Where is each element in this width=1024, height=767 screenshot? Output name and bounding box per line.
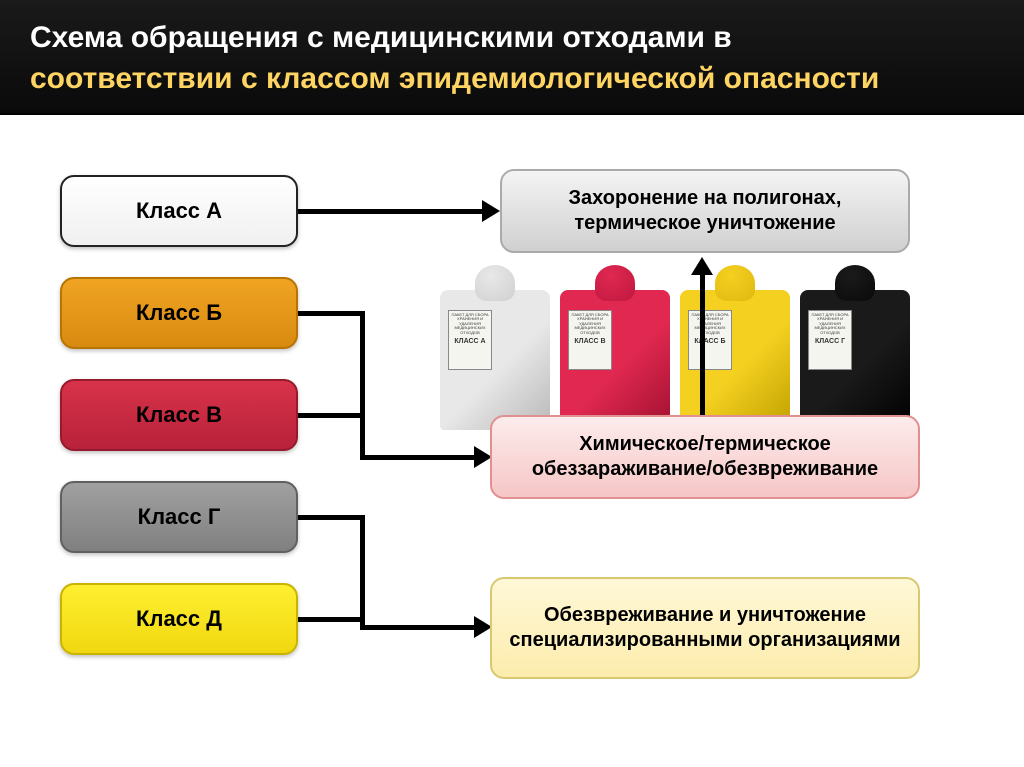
destination-label: Захоронение на полигонах, термическое ун… (516, 186, 894, 236)
arrow-segment (360, 617, 365, 630)
destination-box: Захоронение на полигонах, термическое ун… (500, 169, 910, 253)
arrow-segment (298, 515, 360, 520)
arrow-segment (360, 515, 365, 621)
arrow-segment (360, 625, 474, 630)
arrow-segment (700, 273, 705, 415)
title-line-1: Схема обращения с медицинскими отходами … (30, 21, 732, 54)
arrow-segment (360, 413, 365, 460)
destination-box: Химическое/термическое обеззараживание/о… (490, 415, 920, 499)
title-line-2: соответствии с классом эпидемиологическо… (30, 62, 879, 95)
destination-label: Химическое/термическое обеззараживание/о… (506, 432, 904, 482)
arrow-segment (298, 617, 360, 622)
arrow-head-icon (691, 257, 713, 275)
arrow-segment (360, 455, 474, 460)
arrow-segment (360, 311, 365, 417)
arrow-segment (298, 413, 360, 418)
arrow-segment (298, 209, 482, 214)
diagram-content: ПАКЕТ ДЛЯ СБОРА ХРАНЕНИЯ И УДАЛЕНИЯ МЕДИ… (0, 115, 1024, 767)
arrow-head-icon (482, 200, 500, 222)
destination-label: Обезвреживание и уничтожение специализир… (506, 603, 904, 653)
slide-header: Схема обращения с медицинскими отходами … (0, 0, 1024, 113)
arrow-segment (298, 311, 360, 316)
slide-title: Схема обращения с медицинскими отходами … (30, 18, 994, 99)
destination-box: Обезвреживание и уничтожение специализир… (490, 577, 920, 679)
